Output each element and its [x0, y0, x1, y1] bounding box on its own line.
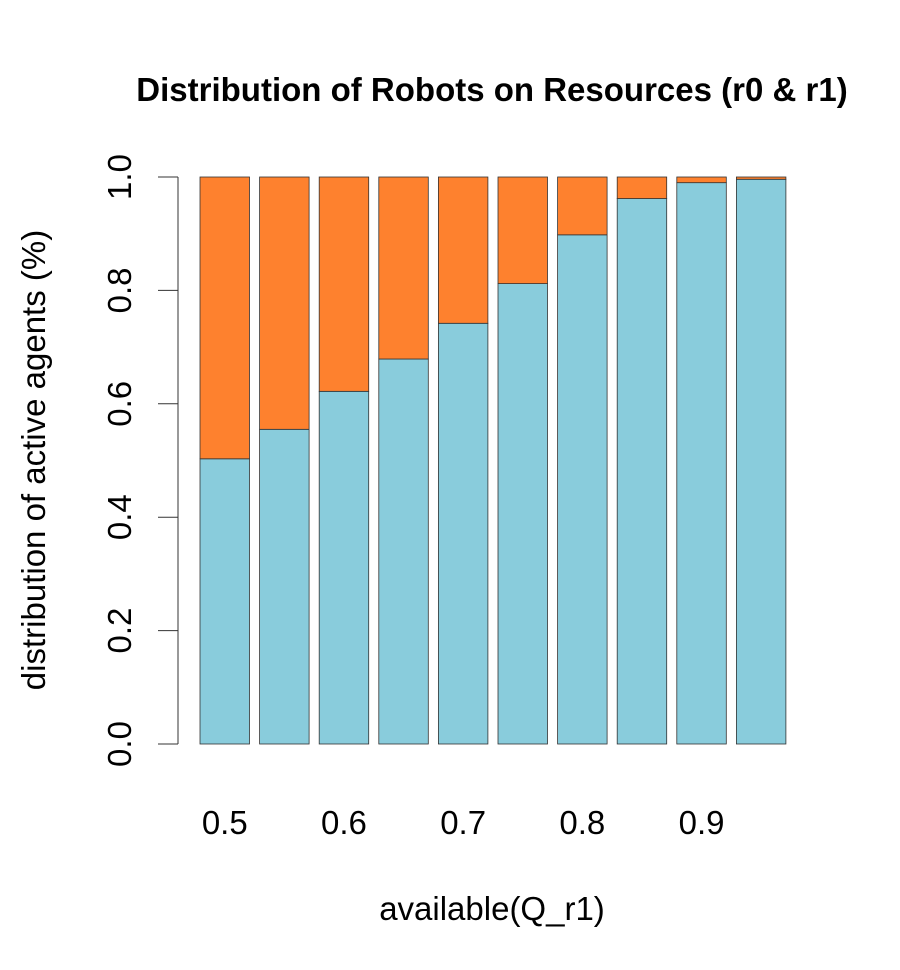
bar-0.75-series-1 [497, 283, 548, 745]
bar-0.5-series-1 [199, 458, 250, 745]
bar-0.7-series-1 [437, 322, 489, 745]
bar-0.75-series-2 [497, 176, 548, 284]
bar-0.6-series-1 [318, 390, 370, 745]
bar-0.95-series-2 [736, 176, 787, 180]
y-tick-label-0.6: 0.6 [101, 381, 138, 427]
bar-0.9-series-1 [676, 182, 727, 745]
x-tick-label-0.6: 0.6 [321, 804, 367, 841]
bar-0.55-series-1 [259, 428, 310, 745]
y-tick-label-0.4: 0.4 [101, 494, 138, 540]
y-axis-label: distribution of active agents (%) [15, 230, 52, 690]
y-tick-label-0.2: 0.2 [101, 608, 138, 654]
x-axis-label: available(Q_r1) [379, 890, 605, 927]
y-tick-label-0.0: 0.0 [101, 721, 138, 767]
bar-0.85-series-2 [616, 176, 668, 199]
x-tick-label-0.8: 0.8 [559, 804, 605, 841]
bar-0.7-series-2 [437, 176, 489, 324]
bars-group [199, 176, 787, 745]
bar-0.5-series-2 [199, 176, 250, 460]
bar-0.6-series-2 [318, 176, 370, 392]
x-tick-label-0.7: 0.7 [440, 804, 486, 841]
bar-0.85-series-1 [616, 198, 668, 745]
bar-0.9-series-2 [676, 176, 727, 184]
x-axis: 0.5 0.6 0.7 0.8 0.9 [202, 804, 725, 841]
y-axis: 0.0 0.2 0.4 0.6 0.8 1.0 [101, 154, 179, 767]
bar-0.8-series-2 [557, 176, 608, 236]
x-tick-label-0.9: 0.9 [679, 804, 725, 841]
chart-title: Distribution of Robots on Resources (r0 … [136, 71, 847, 108]
bar-0.65-series-1 [378, 358, 429, 745]
bar-0.65-series-2 [378, 176, 429, 360]
bar-0.55-series-2 [259, 176, 310, 430]
bar-0.95-series-1 [736, 178, 787, 745]
y-tick-label-0.8: 0.8 [101, 267, 138, 313]
bar-0.8-series-1 [557, 234, 608, 745]
y-tick-label-1.0: 1.0 [101, 154, 138, 200]
x-tick-label-0.5: 0.5 [202, 804, 248, 841]
